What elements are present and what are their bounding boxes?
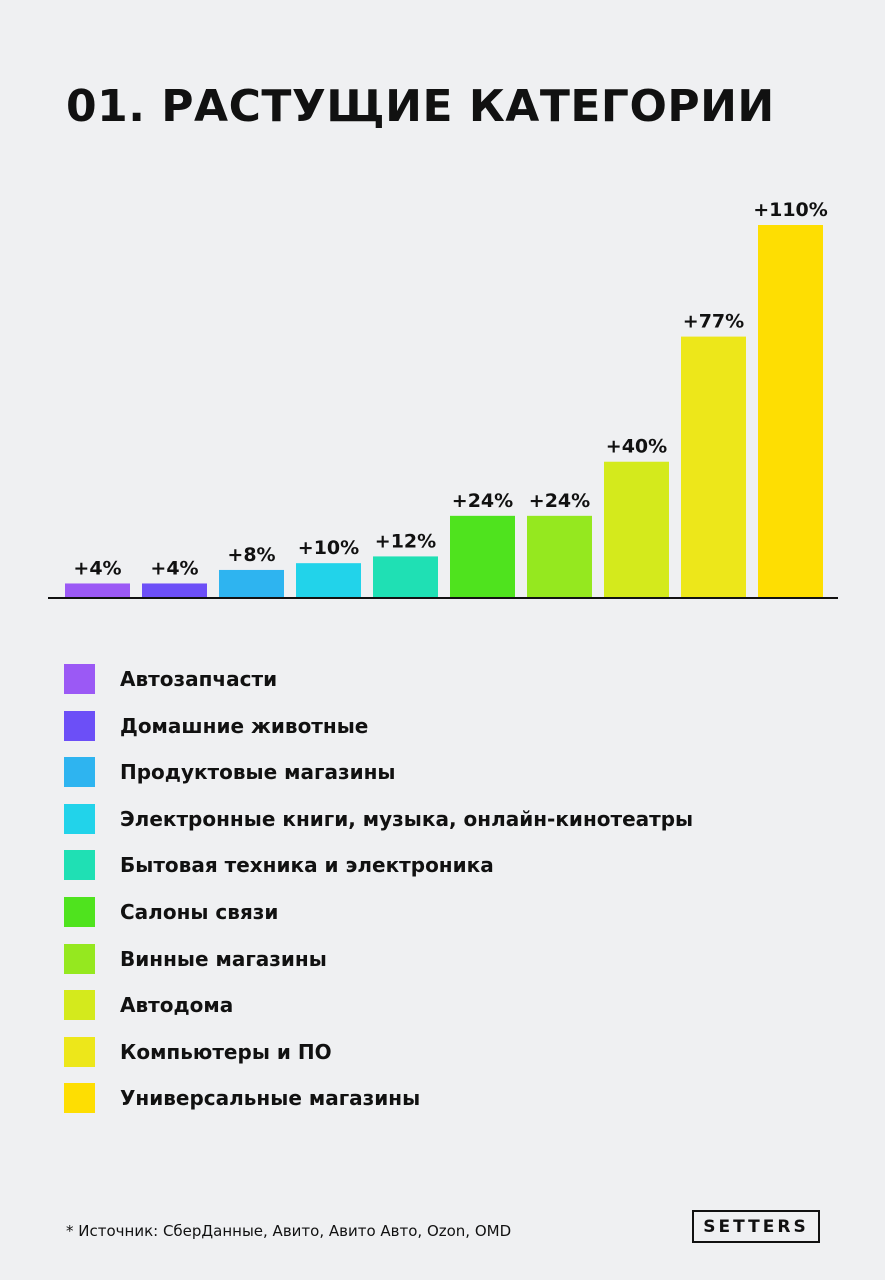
legend-label: Автозапчасти (120, 667, 278, 691)
source-footnote: * Источник: СберДанные, Авито, Авито Авт… (66, 1222, 512, 1240)
legend-swatch (64, 943, 95, 974)
chart-legend: Автозапчасти Домашние животные Продуктовые… (64, 664, 693, 1130)
bar-10 (758, 225, 823, 597)
bar-3 (219, 569, 284, 597)
legend-swatch (64, 710, 95, 741)
legend-item: Электронные книги, музыка, онлайн-киноте… (64, 803, 694, 851)
legend-item: Компьютеры и ПО (64, 1036, 693, 1084)
legend-swatch (64, 1083, 95, 1114)
bar-7 (527, 515, 592, 597)
legend-label: Бытовая техника и электроника (120, 853, 494, 878)
legend-item: Винные магазины (64, 943, 693, 991)
legend-item: Автодома (64, 990, 693, 1037)
legend-swatch (64, 850, 95, 881)
bar-value-label: +40% (606, 436, 667, 458)
legend-label: Компьютеры и ПО (120, 1039, 332, 1064)
bar-5 (373, 556, 438, 597)
bar-value-label: +10% (298, 537, 359, 559)
bar-chart: +4% +4% +8% +10% +12% +24% +24% +40% +77% +110% (48, 199, 838, 599)
legend-label: Винные магазины (120, 946, 327, 971)
legend-item: Бытовая техника и электроника (64, 850, 693, 897)
bar-value-label: +4% (150, 557, 198, 579)
legend-item: Салоны связи (64, 896, 693, 944)
legend-swatch (64, 990, 95, 1021)
bar-6 (450, 515, 515, 597)
legend-item: Автозапчасти (64, 664, 693, 711)
bar-value-label: +110% (753, 199, 828, 221)
bar-9 (681, 336, 746, 597)
legend-label: Автодома (120, 993, 234, 1018)
legend-label: Электронные книги, музыка, онлайн-киноте… (120, 806, 694, 831)
legend-swatch (64, 1036, 95, 1067)
bar-value-label: +24% (452, 490, 513, 512)
legend-label: Домашние животные (120, 713, 369, 738)
legend-label: Продуктовые магазины (120, 760, 396, 785)
bar-4 (296, 563, 361, 597)
legend-label: Салоны связи (120, 899, 279, 924)
legend-swatch (64, 757, 95, 788)
bar-value-label: +12% (375, 530, 436, 552)
legend-item: Продуктовые магазины (64, 757, 693, 804)
legend-label: Универсальные магазины (120, 1086, 421, 1111)
bar-2 (142, 583, 207, 597)
bar-value-label: +4% (73, 557, 121, 579)
legend-item: Универсальные магазины (64, 1083, 693, 1130)
bar-value-label: +24% (529, 490, 590, 512)
page-title: 01. РАСТУЩИЕ КАТЕГОРИИ (66, 81, 775, 132)
bar-value-label: +8% (227, 544, 275, 566)
setters-logo: SETTERS (692, 1210, 820, 1243)
legend-item: Домашние животные (64, 710, 693, 758)
legend-swatch (64, 803, 95, 834)
bar-8 (604, 461, 669, 597)
bar-value-label: +77% (683, 311, 744, 333)
bar-1 (65, 583, 130, 597)
legend-swatch (64, 664, 95, 694)
legend-swatch (64, 896, 95, 927)
